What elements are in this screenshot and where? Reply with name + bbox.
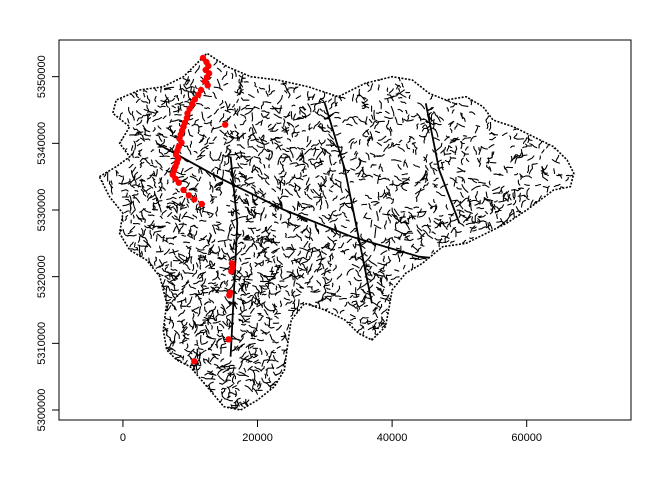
y-tick-label: 5330000 bbox=[36, 189, 48, 232]
x-tick-label: 40000 bbox=[377, 432, 408, 444]
river-main-channel-3 bbox=[424, 103, 461, 224]
highlight-point bbox=[225, 336, 232, 343]
y-tick-label: 5340000 bbox=[36, 122, 48, 165]
highlight-point bbox=[185, 192, 193, 199]
highlight-points-layer bbox=[169, 54, 236, 365]
highlight-point bbox=[204, 82, 211, 89]
y-axis: 5300000 5310000 5320000 5330000 5340000 53500… bbox=[36, 55, 60, 432]
y-tick-label: 5300000 bbox=[36, 389, 48, 432]
y-tick-label: 5320000 bbox=[36, 255, 48, 298]
highlight-point bbox=[222, 121, 229, 128]
y-tick-label: 5310000 bbox=[36, 322, 48, 365]
highlight-point bbox=[189, 100, 196, 108]
river-network-outline bbox=[98, 52, 575, 411]
highlight-point bbox=[195, 91, 202, 98]
river-main-channel-2 bbox=[323, 103, 373, 304]
river-main-channel-1 bbox=[229, 156, 239, 357]
highlight-point bbox=[175, 179, 182, 186]
highlight-point bbox=[191, 358, 198, 365]
highlight-point bbox=[197, 86, 205, 94]
x-tick-label: 20000 bbox=[242, 432, 273, 444]
x-axis: 0 20000 40000 60000 bbox=[120, 419, 542, 444]
highlight-point bbox=[226, 292, 233, 299]
highlight-point bbox=[184, 110, 191, 117]
y-tick-label: 5350000 bbox=[36, 55, 48, 98]
highlight-point bbox=[180, 186, 187, 194]
highlight-point bbox=[191, 196, 198, 203]
x-tick-label: 60000 bbox=[511, 432, 542, 444]
highlight-point bbox=[198, 200, 205, 208]
highlight-point bbox=[191, 96, 199, 103]
x-tick-label: 0 bbox=[120, 432, 126, 444]
highlight-point bbox=[228, 268, 235, 275]
river-network-segments bbox=[99, 59, 573, 411]
river-network-layer bbox=[99, 59, 573, 411]
